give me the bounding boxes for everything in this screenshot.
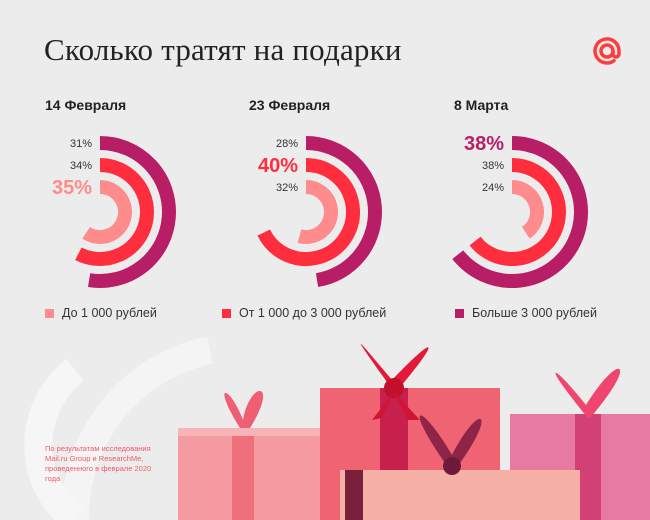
radial-bar-mid [75, 158, 154, 266]
gift-boxes-illustration [178, 343, 650, 520]
legend-item-mid: От 1 000 до 3 000 рублей [222, 306, 386, 320]
chart-title-feb23: 23 Февраля [249, 97, 331, 113]
legend-item-high: Больше 3 000 рублей [455, 306, 597, 320]
radial-bar-high [452, 136, 588, 288]
page-title: Сколько тратят на подарки [44, 32, 402, 67]
data-label: 40% [258, 155, 298, 177]
data-label: 38% [482, 160, 504, 172]
background-circle-decor [24, 336, 214, 520]
legend-item-low: До 1 000 рублей [45, 306, 157, 320]
data-label: 31% [70, 138, 92, 150]
data-label: 28% [276, 138, 298, 150]
data-label: 38% [464, 133, 504, 155]
chart-title-mar8: 8 Марта [454, 97, 509, 113]
data-label: 24% [482, 182, 504, 194]
radial-bar-low [82, 180, 132, 244]
data-label: 35% [52, 177, 92, 199]
legend-swatch [222, 308, 231, 318]
radial-bar-mid [469, 158, 566, 266]
legend-label: От 1 000 до 3 000 рублей [239, 306, 387, 320]
radial-charts: 35% 34% 31% 32% 40% 28% 24% 38% 38% [52, 133, 588, 288]
legend-swatch [45, 308, 54, 318]
chart-title-feb14: 14 Февраля [45, 97, 127, 113]
data-label: 32% [276, 182, 298, 194]
radial-bar-low [511, 180, 544, 239]
legend-swatch [455, 308, 464, 318]
radial-bar-high [87, 136, 176, 288]
legend-label: До 1 000 рублей [62, 306, 157, 320]
radial-bar-low [297, 180, 338, 244]
source-note: По результатам исследования Mail.ru Grou… [45, 444, 152, 483]
radial-bar-mid [257, 158, 360, 266]
mail-ru-at-icon [593, 37, 621, 65]
data-label: 34% [70, 160, 92, 172]
radial-bar-high [305, 136, 382, 288]
legend-label: Больше 3 000 рублей [472, 306, 597, 320]
